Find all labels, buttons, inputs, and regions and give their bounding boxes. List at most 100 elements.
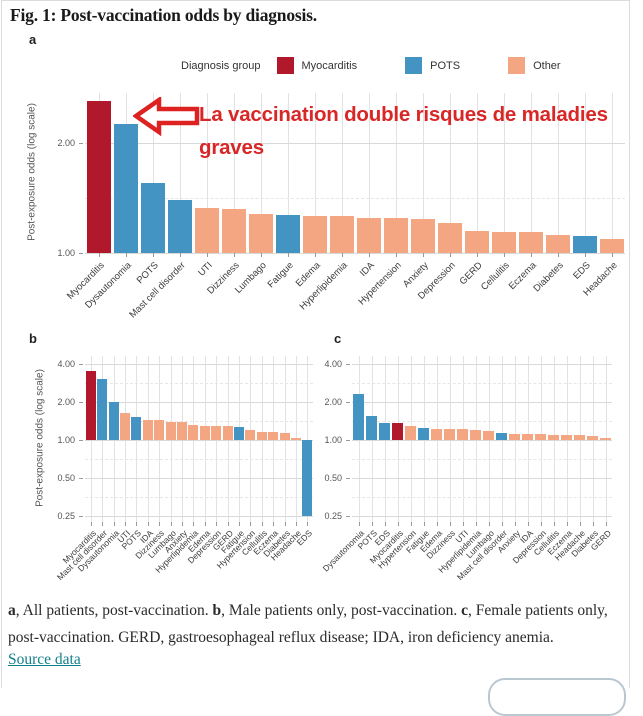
bar-gerd [222, 426, 233, 440]
x-tick-mark [250, 522, 252, 526]
category-label-a: Dizziness [204, 260, 242, 297]
gridline-vertical [147, 356, 149, 522]
bar-fatigue [275, 215, 300, 253]
gridline-vertical [102, 356, 104, 522]
category-label-b: Cellulitis [239, 528, 269, 558]
x-tick-mark [206, 253, 208, 257]
bar-hypertension [245, 429, 256, 440]
figure-caption: a, All patients, post-vaccination. b, Ma… [8, 597, 632, 651]
category-label-b: UTI [115, 528, 132, 545]
annotation-line1: La vaccination double risques de maladie… [199, 103, 608, 126]
x-tick-mark [488, 522, 490, 526]
x-tick-mark [179, 253, 181, 257]
bar-dizziness [154, 420, 165, 440]
gridline-vertical [579, 356, 581, 522]
y-tick-label: 0.50 [57, 473, 75, 483]
gridline-vertical [90, 356, 92, 522]
legend-item-myocarditis: Myocarditis [276, 57, 357, 74]
x-tick-mark [307, 522, 309, 526]
gridline-minor [352, 459, 612, 460]
category-label-b: Fatigue [218, 528, 246, 556]
gridline-vertical [605, 356, 607, 522]
bar-dysautonomia [353, 394, 364, 440]
gridline-vertical [216, 356, 218, 522]
x-tick-mark [233, 253, 235, 257]
x-tick-mark [410, 522, 412, 526]
gridline-vertical [358, 356, 360, 522]
source-data-link[interactable]: Source data [8, 651, 81, 668]
x-tick-mark [611, 253, 613, 257]
x-tick-mark [124, 522, 126, 526]
y-tick-mark [79, 478, 83, 479]
gridline-vertical [98, 93, 100, 253]
gridline-major [85, 440, 313, 441]
gridline-vertical [204, 356, 206, 522]
y-tick-mark [79, 516, 83, 517]
x-tick-mark [584, 253, 586, 257]
bar-uti [119, 412, 130, 440]
bar-headache [290, 438, 301, 440]
y-tick-mark [79, 440, 83, 441]
bar-mast-cell-disorder [97, 378, 108, 440]
bar-diabetes [587, 436, 598, 440]
category-label-a: EDS [570, 260, 593, 282]
x-tick-mark [423, 522, 425, 526]
caption-segment: b [212, 602, 222, 619]
gridline-vertical [159, 356, 161, 522]
category-label-c: Eczema [544, 528, 574, 557]
category-label-c: EDS [372, 528, 392, 548]
collapsed-footer-button[interactable] [488, 678, 626, 716]
category-label-c: UTI [452, 528, 470, 545]
x-tick-mark [371, 522, 373, 526]
gridline-vertical [592, 356, 594, 522]
y-tick-label: 1.00 [57, 435, 75, 445]
bar-depression [535, 433, 546, 440]
category-label-a: Myocarditis [64, 260, 107, 302]
bar-mast-cell-disorder [496, 432, 507, 440]
left-block-arrow-icon [133, 97, 200, 137]
gridline-vertical [462, 356, 464, 522]
gridline-major [352, 364, 612, 365]
legend-label: POTS [430, 59, 461, 72]
bar-uti [457, 429, 468, 440]
x-tick-mark [566, 522, 568, 526]
x-tick-mark [501, 522, 503, 526]
annotation-line2: graves [199, 136, 264, 159]
x-tick-mark [181, 522, 183, 526]
gridline-vertical [540, 356, 542, 522]
gridline-vertical [449, 356, 451, 522]
category-label-c: Anxiety [494, 528, 522, 555]
y-tick-label: 0.25 [324, 511, 342, 521]
y-tick-mark [346, 516, 350, 517]
category-label-c: Mast cell disorder [454, 528, 509, 583]
bar-anxiety [176, 421, 187, 440]
category-label-c: POTS [355, 528, 379, 552]
category-label-a: GERD [457, 260, 485, 288]
category-label-b: Depression [185, 528, 224, 566]
category-label-c: Dizziness [423, 528, 457, 561]
y-tick-label: 0.25 [57, 511, 75, 521]
bar-hyperlipidemia [329, 216, 354, 253]
x-tick-mark [98, 253, 100, 257]
bar-headache [599, 239, 624, 253]
x-tick-mark [90, 522, 92, 526]
bar-eczema [268, 432, 279, 440]
category-label-b: Lumbago [145, 528, 178, 561]
gridline-vertical [488, 356, 490, 522]
x-tick-mark [170, 522, 172, 526]
bar-cellulitis [491, 232, 516, 253]
category-label-a: Mast cell disorder [126, 260, 188, 321]
bar-pots [131, 417, 142, 440]
category-label-c: Fatigue [403, 528, 431, 556]
x-tick-mark [273, 522, 275, 526]
gridline-major [85, 478, 313, 479]
y-tick-mark [346, 364, 350, 365]
bar-eds [379, 422, 390, 440]
bar-eds [572, 236, 597, 253]
caption-segment: a [8, 602, 16, 619]
gridline-vertical [250, 356, 252, 522]
bar-hypertension [405, 426, 416, 440]
y-tick-mark [79, 253, 83, 254]
figure-title: Fig. 1: Post-vaccination odds by diagnos… [10, 5, 317, 25]
